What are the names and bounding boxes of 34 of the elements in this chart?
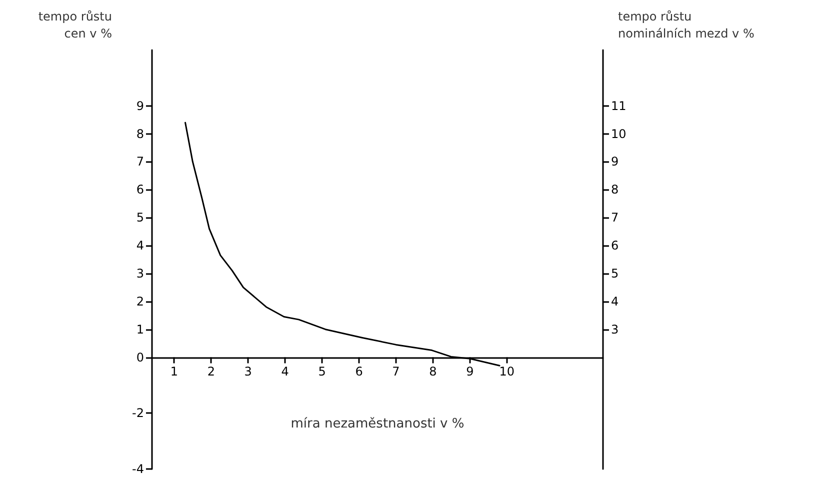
- y2-tick-label: 8: [611, 182, 619, 197]
- y-tick-label: 4: [136, 238, 144, 253]
- y-tick-label: 7: [136, 154, 144, 169]
- y-tick-label: 3: [136, 266, 144, 280]
- y-axis-title: tempo růstu cen v %: [38, 10, 112, 40]
- y-tick-label: 1: [136, 322, 144, 336]
- y-tick-label: 0: [136, 350, 144, 364]
- x-tick-label: 4: [281, 364, 289, 378]
- x-tick-label: 8: [429, 364, 437, 378]
- x-tick-label: 10: [499, 364, 515, 378]
- y-tick-label: -2: [132, 406, 144, 420]
- x-axis-title: míra nezaměstnanosti v %: [290, 416, 464, 432]
- y-tick-label: 6: [136, 182, 144, 197]
- y2-tick-label: 11: [611, 98, 626, 113]
- y2-tick-label: 3: [611, 322, 619, 336]
- y-tick-label: -4: [132, 462, 144, 476]
- x-tick-label: 3: [244, 364, 252, 378]
- y-tick-label: 2: [136, 294, 144, 308]
- y2-tick-label: 5: [611, 266, 619, 280]
- y2-tick-label: 7: [611, 210, 619, 225]
- y-tick-label: 8: [136, 126, 144, 141]
- y-tick-label: 5: [136, 210, 144, 225]
- y2-tick-label: 6: [611, 238, 619, 253]
- y2-tick-label: 10: [611, 126, 626, 141]
- x-tick-label: 7: [392, 364, 400, 378]
- y2-axis-title: tempo růstu nominálních mezd v %: [618, 10, 754, 40]
- x-tick-label: 5: [318, 364, 326, 378]
- y2-tick-label: 4: [611, 294, 619, 308]
- y2-tick-label: 9: [611, 154, 619, 169]
- x-tick-label: 9: [466, 364, 474, 378]
- x-tick-label: 1: [170, 364, 178, 378]
- x-tick-label: 6: [355, 364, 363, 378]
- x-tick-label: 2: [207, 364, 215, 378]
- y-tick-label: 9: [136, 98, 144, 113]
